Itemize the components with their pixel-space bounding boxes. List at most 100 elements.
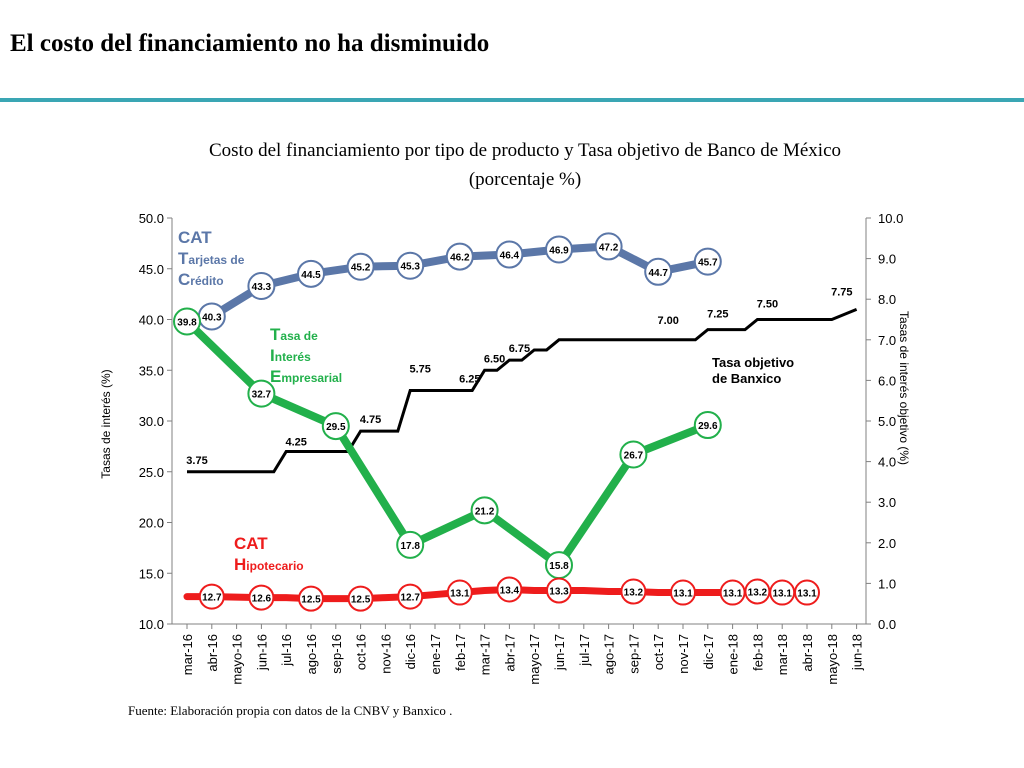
tarjetas-series-marker — [495, 240, 524, 269]
y-tick-label-right: 4.0 — [878, 455, 896, 470]
banxico-data-label: 7.00 — [657, 315, 678, 327]
chart-title: Costo del financiamiento por tipo de pro… — [208, 140, 842, 161]
chart-subtitle: (porcentaje %) — [468, 169, 582, 190]
banxico-data-label: 4.75 — [360, 414, 381, 426]
y-tick-label-left: 40.0 — [139, 313, 164, 328]
y-tick-label-right: 2.0 — [878, 536, 896, 551]
hipotecario-series-marker — [496, 576, 523, 603]
banxico-data-label: 5.75 — [409, 364, 430, 376]
tarjetas-series-marker — [396, 251, 425, 280]
empresarial-series-data-label: 21.2 — [475, 506, 495, 517]
empresarial-series-marker — [173, 307, 201, 336]
tarjetas-series-data-label: 46.9 — [549, 245, 569, 256]
tarjetas-series-data-label: 47.2 — [599, 242, 619, 253]
y-axis-title-left: Tasas de interés (%) — [99, 369, 113, 478]
y-tick-label-left: 30.0 — [139, 414, 164, 429]
banxico-data-label: 6.25 — [459, 374, 480, 386]
x-tick-label: mayo-17 — [527, 634, 542, 685]
hipotecario-series-data-label: 13.1 — [772, 589, 792, 600]
hipotecario-series-data-label: 13.2 — [624, 588, 644, 599]
x-tick-label: ago-17 — [602, 634, 617, 674]
x-tick-label: jul-16 — [279, 634, 294, 667]
empresarial-series-marker — [619, 440, 648, 469]
hipotecario-series-marker — [620, 578, 647, 605]
banxico-data-label: 7.75 — [831, 287, 852, 299]
tarjetas-series-name: Tarjetas de — [178, 249, 245, 268]
hipotecario-series-data-label: 12.5 — [301, 595, 321, 606]
x-tick-label: abr-17 — [502, 634, 517, 672]
hipotecario-series-marker — [546, 577, 572, 604]
x-tick-label: mayo-18 — [825, 634, 840, 685]
tarjetas-series-marker — [644, 257, 673, 286]
banxico-data-label: 7.50 — [757, 299, 778, 311]
x-tick-label: abr-18 — [800, 634, 815, 672]
x-tick-label: sep-17 — [626, 634, 641, 674]
tarjetas-series-marker — [247, 272, 276, 301]
banxico-data-label: 6.50 — [484, 353, 505, 365]
x-tick-label: ene-18 — [726, 634, 741, 674]
tarjetas-series-data-label: 44.7 — [648, 268, 668, 279]
x-tick-label: mar-17 — [478, 634, 493, 675]
hipotecario-series-marker — [198, 583, 225, 610]
hipotecario-series-data-label: 12.7 — [202, 593, 222, 604]
banxico-series-name: de Banxico — [712, 371, 781, 386]
hipotecario-series-marker — [446, 579, 473, 606]
banxico-data-label: 7.25 — [707, 309, 728, 321]
x-tick-label: mayo-16 — [230, 634, 245, 685]
hipotecario-series-data-label: 13.1 — [797, 589, 817, 600]
x-tick-label: dic-17 — [701, 634, 716, 669]
banxico-data-label: 4.25 — [285, 436, 306, 448]
y-axis-title-right: Tasas de interés objetivo (%) — [897, 311, 911, 465]
y-tick-label-left: 25.0 — [139, 465, 164, 480]
empresarial-series-data-label: 32.7 — [252, 390, 272, 401]
tarjetas-series-marker — [297, 259, 325, 288]
hipotecario-series-marker — [347, 585, 374, 612]
y-tick-label-left: 35.0 — [139, 363, 164, 378]
title-divider — [0, 98, 1024, 102]
y-tick-label-right: 8.0 — [878, 292, 896, 307]
x-tick-label: oct-16 — [354, 634, 369, 670]
empresarial-series-data-label: 29.6 — [698, 421, 718, 432]
x-tick-label: ago-16 — [304, 634, 319, 674]
banxico-data-label: 3.75 — [186, 455, 207, 467]
x-tick-label: abr-16 — [205, 634, 220, 672]
empresarial-series-marker — [693, 411, 722, 440]
x-tick-label: feb-18 — [750, 634, 765, 671]
hipotecario-series-data-label: 12.6 — [252, 594, 272, 605]
y-tick-label-right: 6.0 — [878, 373, 896, 388]
y-tick-label-left: 10.0 — [139, 617, 164, 632]
y-tick-label-right: 0.0 — [878, 617, 896, 632]
x-tick-label: ene-17 — [428, 634, 443, 674]
tarjetas-series-data-label: 46.2 — [450, 253, 470, 264]
hipotecario-series-data-label: 13.3 — [549, 587, 569, 598]
tarjetas-series-name: CAT — [178, 228, 212, 247]
empresarial-series-data-label: 29.5 — [326, 422, 346, 433]
x-tick-label: nov-16 — [378, 634, 393, 674]
x-tick-label: sep-16 — [329, 634, 344, 674]
tarjetas-series-data-label: 45.2 — [351, 263, 371, 274]
empresarial-series-marker — [470, 496, 499, 525]
y-tick-label-right: 3.0 — [878, 495, 896, 510]
hipotecario-series-marker — [248, 584, 275, 611]
banxico-series-name: Tasa objetivo — [712, 355, 794, 370]
x-tick-label: dic-16 — [403, 634, 418, 669]
empresarial-series-data-label: 15.8 — [549, 561, 569, 572]
banxico-rate-line — [187, 307, 858, 474]
empresarial-series-data-label: 39.8 — [177, 318, 197, 329]
x-tick-label: jun-18 — [850, 634, 865, 671]
tarjetas-series-data-label: 45.3 — [400, 262, 420, 273]
empresarial-series-name: Interés — [270, 346, 311, 365]
y-tick-label-left: 45.0 — [139, 262, 164, 277]
slide-title: El costo del financiamiento no ha dismin… — [10, 30, 490, 57]
empresarial-series-marker — [321, 412, 350, 441]
y-tick-label-right: 1.0 — [878, 576, 896, 591]
tarjetas-series-data-label: 44.5 — [301, 270, 321, 281]
tarjetas-series-marker — [693, 247, 722, 276]
x-tick-label: mar-18 — [775, 634, 790, 675]
hipotecario-series-name: Hipotecario — [234, 555, 304, 574]
hipotecario-series-name: CAT — [234, 534, 268, 553]
hipotecario-series-data-label: 13.1 — [673, 589, 693, 600]
banxico-data-label: 6.75 — [509, 343, 530, 355]
tarjetas-series-marker — [594, 232, 623, 261]
